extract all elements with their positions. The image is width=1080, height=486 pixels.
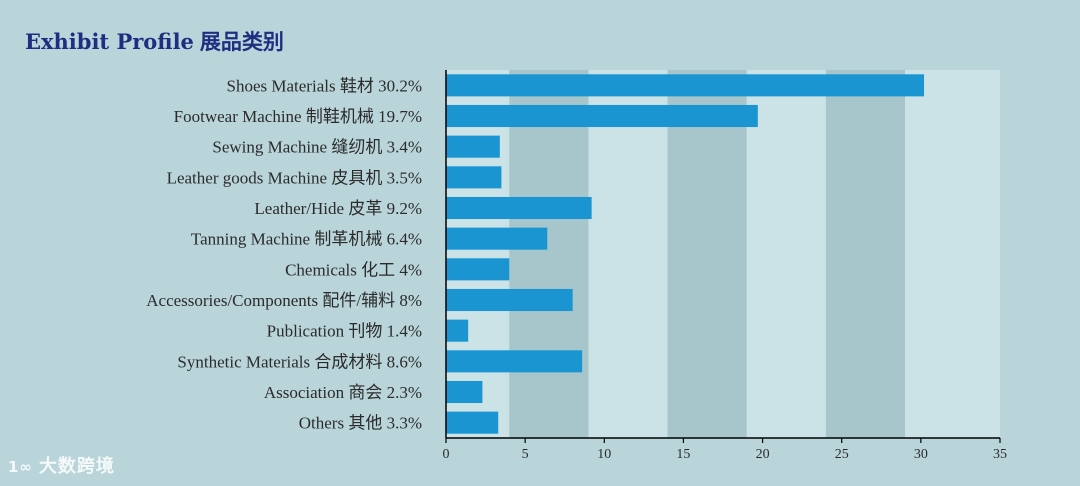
watermark-logo-icon: 1∞	[8, 458, 33, 476]
grid-band	[588, 70, 668, 438]
bar	[446, 166, 502, 189]
bar	[446, 74, 925, 97]
chart-title-en: Exhibit Profile	[25, 29, 194, 54]
category-label: Synthetic Materials 合成材料 8.6%	[177, 352, 422, 371]
x-tick-label: 15	[676, 447, 690, 462]
grid-band	[446, 70, 510, 438]
category-label: Others 其他 3.3%	[299, 414, 422, 433]
x-tick-label: 30	[914, 447, 928, 462]
x-tick-label: 35	[993, 447, 1007, 462]
grid-band	[509, 70, 589, 438]
watermark: 1∞ 大数跨境	[8, 452, 115, 478]
grid-band	[905, 70, 1000, 438]
category-label: Leather goods Machine 皮具机 3.5%	[167, 168, 422, 187]
grid-band	[667, 70, 747, 438]
category-label: Chemicals 化工 4%	[285, 260, 422, 279]
category-label: Shoes Materials 鞋材 30.2%	[227, 76, 422, 95]
x-tick-label: 20	[756, 447, 770, 462]
bar	[446, 411, 499, 434]
category-label: Tanning Machine 制革机械 6.4%	[191, 230, 422, 249]
bar	[446, 258, 510, 281]
category-label: Association 商会 2.3%	[264, 383, 422, 402]
x-tick-label: 25	[835, 447, 849, 462]
x-tick-label: 5	[522, 447, 529, 462]
watermark-text: 大数跨境	[38, 456, 115, 477]
chart-title: Exhibit Profile 展品类别	[25, 26, 284, 56]
bar	[446, 104, 758, 128]
category-label: Accessories/Components 配件/辅料 8%	[146, 291, 422, 310]
bar	[446, 227, 548, 250]
bar	[446, 135, 500, 158]
category-label: Publication 刊物 1.4%	[267, 322, 422, 341]
category-label: Leather/Hide 皮革 9.2%	[254, 199, 422, 218]
category-label: Sewing Machine 缝纫机 3.4%	[212, 138, 422, 157]
bar	[446, 319, 469, 342]
bar	[446, 288, 573, 312]
grid-band	[746, 70, 826, 438]
bar	[446, 380, 483, 404]
x-tick-label: 0	[443, 447, 450, 462]
grid-band	[825, 70, 906, 438]
bar	[446, 196, 592, 220]
category-label: Footwear Machine 制鞋机械 19.7%	[174, 107, 422, 126]
x-tick-label: 10	[597, 447, 611, 462]
bar	[446, 350, 583, 373]
chart-title-cn: 展品类别	[199, 30, 284, 54]
